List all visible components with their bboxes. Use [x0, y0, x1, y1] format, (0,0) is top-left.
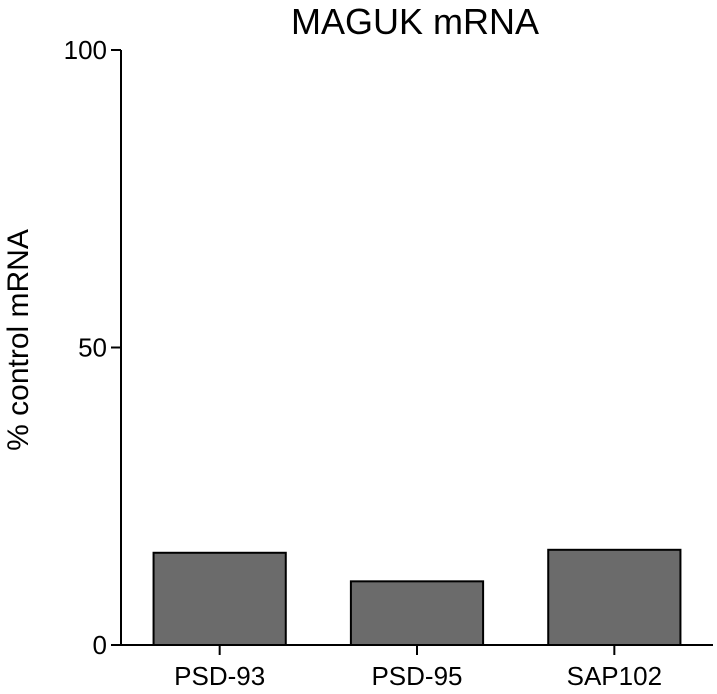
y-tick-label: 50 [78, 333, 107, 363]
y-tick-label: 0 [93, 630, 107, 660]
x-tick-label: PSD-95 [371, 661, 462, 691]
x-tick-label: SAP102 [567, 661, 662, 691]
bar-psd-95 [349, 580, 485, 647]
bars-group [152, 548, 682, 647]
chart-title: MAGUK mRNA [291, 1, 539, 42]
x-ticks-group: PSD-93 PSD-95 SAP102 [174, 645, 662, 691]
bar-psd-93 [152, 551, 287, 647]
y-tick-label: 100 [64, 35, 107, 65]
x-tick-label: PSD-93 [174, 661, 265, 691]
y-axis-label: % control mRNA [2, 229, 35, 451]
y-ticks-group: 0 50 100 [64, 35, 121, 660]
bar-sap102 [547, 548, 682, 646]
